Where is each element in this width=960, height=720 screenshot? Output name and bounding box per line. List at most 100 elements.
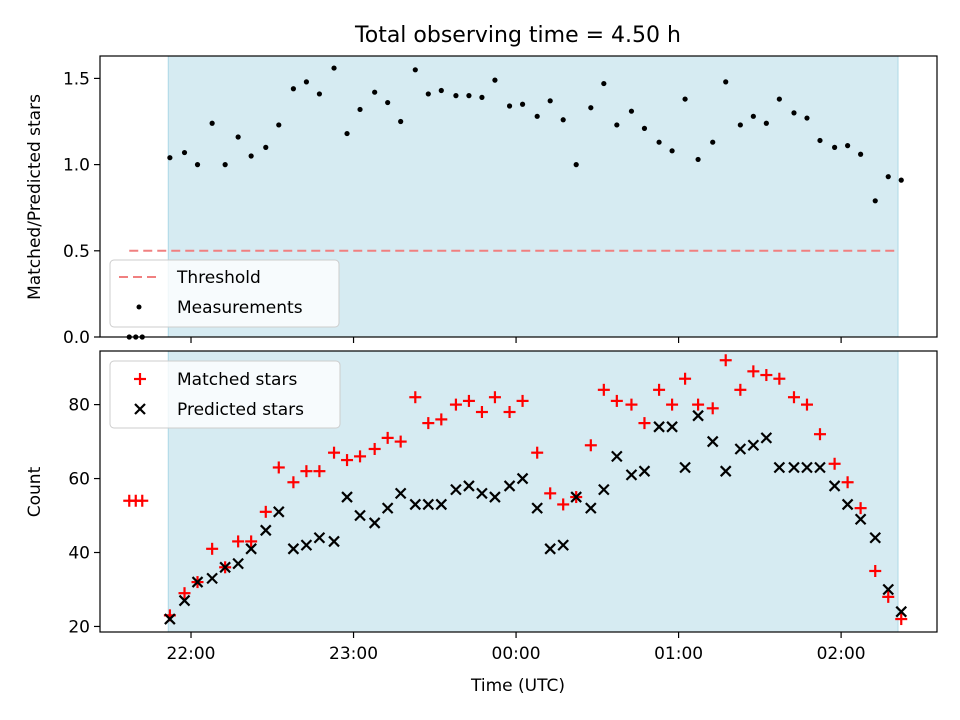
predicted-star-point xyxy=(435,498,448,511)
top-panel: 0.0 0.5 1.0 1.5 Matched/Predicted stars Thr… xyxy=(25,55,938,348)
measurement-point xyxy=(385,99,391,106)
matched-star-point xyxy=(435,413,448,426)
top-y-ticks: 0.0 0.5 1.0 1.5 xyxy=(63,69,100,348)
measurement-point xyxy=(181,149,188,156)
x-tick-label: 23:00 xyxy=(329,644,378,664)
measurement-point xyxy=(222,162,228,168)
x-tick-label: 02:00 xyxy=(817,644,866,664)
measurement-point xyxy=(412,67,418,73)
top-legend: Threshold Measurements xyxy=(109,259,340,328)
measurement-point xyxy=(682,96,688,102)
measurement-point xyxy=(357,106,363,113)
matched-star-point xyxy=(449,398,462,411)
y-tick-label: 1.5 xyxy=(63,69,90,89)
legend-threshold-label: Threshold xyxy=(176,268,261,288)
measurement-point xyxy=(845,143,851,149)
measurement-point xyxy=(453,93,459,99)
matched-star-point xyxy=(136,494,149,507)
predicted-star-point xyxy=(232,557,244,570)
matched-star-point xyxy=(760,369,773,382)
matched-star-point xyxy=(841,476,854,489)
predicted-star-point xyxy=(882,583,895,596)
measurement-point xyxy=(695,156,701,163)
predicted-star-point xyxy=(476,487,488,500)
legend-predicted-swatch xyxy=(134,403,146,415)
predicted-star-point xyxy=(463,480,475,492)
y-tick-label: 1.0 xyxy=(63,156,90,176)
matched-star-point xyxy=(341,454,354,467)
bottom-y-ticks: 20 40 60 80 xyxy=(68,396,100,637)
predicted-star-point xyxy=(313,531,326,544)
matched-star-point xyxy=(354,450,367,463)
matched-star-point xyxy=(394,435,407,448)
predicted-star-point xyxy=(287,543,300,555)
matched-star-point xyxy=(475,406,488,419)
predicted-star-point xyxy=(814,461,826,474)
matched-star-point xyxy=(300,465,313,478)
matched-star-point xyxy=(313,465,326,478)
measurement-point xyxy=(438,87,444,94)
measurement-point xyxy=(710,139,716,145)
matched-star-point xyxy=(206,542,219,555)
measurement-point xyxy=(601,80,607,87)
predicted-star-point xyxy=(381,502,394,514)
predicted-star-point xyxy=(611,450,623,463)
measurement-point xyxy=(344,130,350,137)
matched-star-point xyxy=(625,398,638,411)
predicted-star-point xyxy=(422,498,435,511)
measurement-point xyxy=(776,96,782,102)
predicted-star-point xyxy=(692,409,704,422)
matched-star-point xyxy=(178,587,191,600)
matched-star-point xyxy=(828,457,841,470)
measurement-point xyxy=(614,122,620,128)
matched-star-point xyxy=(462,394,475,407)
matched-star-point xyxy=(557,498,570,511)
predicted-star-point xyxy=(272,506,285,518)
measurement-point xyxy=(723,79,729,85)
predicted-star-point xyxy=(368,517,381,529)
predicted-star-point xyxy=(206,572,218,585)
matched-star-point xyxy=(854,502,867,515)
predicted-star-point xyxy=(625,469,638,481)
legend-matched-swatch xyxy=(134,373,146,385)
matched-star-point xyxy=(719,354,732,367)
y-tick-label: 80 xyxy=(68,396,90,416)
matched-star-point xyxy=(692,398,705,411)
measurement-point xyxy=(534,113,540,119)
bottom-x-ticks: 22:00 23:00 00:00 01:00 02:00 xyxy=(167,632,866,664)
predicted-star-point xyxy=(854,513,867,526)
predicted-star-point xyxy=(585,502,597,514)
y-tick-label: 60 xyxy=(68,470,90,490)
measurement-point xyxy=(209,120,215,126)
measurement-point xyxy=(791,110,797,116)
predicted-star-point xyxy=(164,613,176,625)
measurement-point xyxy=(263,144,269,150)
predicted-star-point xyxy=(653,421,665,433)
measurement-point xyxy=(885,174,891,180)
predicted-star-point xyxy=(489,491,501,503)
matched-star-point xyxy=(653,383,666,396)
measurement-point xyxy=(519,101,526,107)
bottom-legend-box xyxy=(109,360,341,429)
measurement-point xyxy=(641,125,648,132)
measurement-point xyxy=(466,93,472,99)
matched-star-point xyxy=(516,394,529,407)
predicted-star-point xyxy=(747,439,760,452)
measurement-point xyxy=(398,118,404,125)
measurement-point xyxy=(425,91,431,97)
measurement-point xyxy=(506,103,513,109)
measurement-point xyxy=(560,117,566,123)
predicted-star-point xyxy=(788,461,800,474)
matched-star-point xyxy=(287,476,300,489)
measurement-point xyxy=(276,122,282,128)
predicted-star-point xyxy=(557,539,569,551)
x-tick-label: 00:00 xyxy=(492,644,541,664)
top-y-axis-label: Matched/Predicted stars xyxy=(25,94,45,300)
y-tick-label: 0.0 xyxy=(63,328,90,348)
measurement-point xyxy=(898,177,904,183)
predicted-star-point xyxy=(638,465,651,477)
legend-predicted-label: Predicted stars xyxy=(177,400,304,420)
measurement-point xyxy=(316,91,323,97)
x-tick-label: 22:00 xyxy=(167,644,216,664)
y-tick-label: 40 xyxy=(68,544,90,564)
